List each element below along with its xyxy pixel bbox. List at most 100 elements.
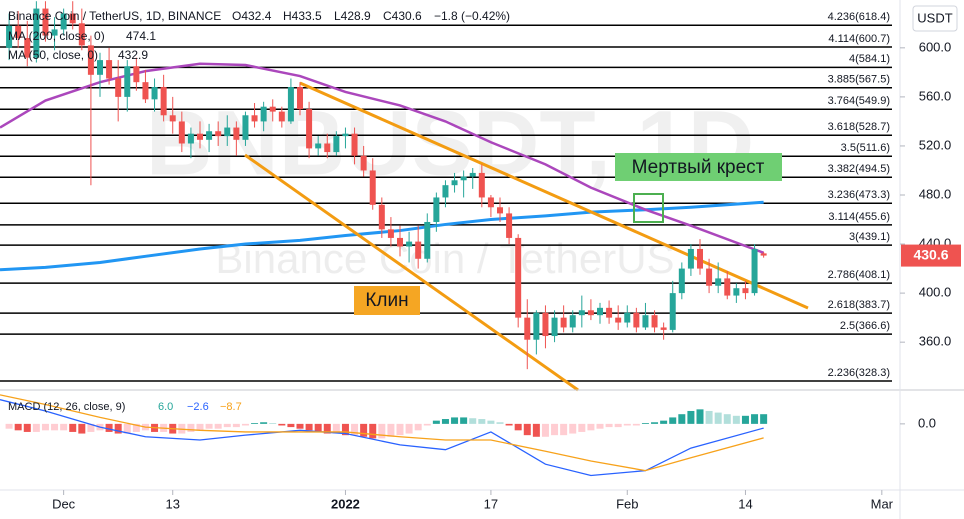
- histogram-bar: [51, 423, 59, 431]
- histogram-bar: [278, 423, 286, 426]
- x-tick-label: 17: [484, 496, 498, 511]
- candle-body: [60, 13, 67, 30]
- candle-body: [97, 60, 103, 75]
- y-tick-label: 480.0: [919, 186, 952, 201]
- candle-body: [42, 8, 49, 36]
- legend-value: 474.1: [126, 29, 156, 43]
- candle-body: [515, 237, 522, 318]
- candle-body: [369, 170, 376, 205]
- histogram-bar: [569, 423, 577, 434]
- candle-body: [615, 317, 622, 323]
- histogram-bar: [423, 423, 431, 426]
- histogram-bar: [241, 423, 249, 426]
- fib-levels: 4.236(618.4) 4.114(600.7) 4(584.1) 3.885(56…: [0, 11, 892, 382]
- histogram-bar: [114, 423, 122, 434]
- currency-box: [912, 5, 958, 32]
- histogram-bar: [187, 423, 195, 432]
- histogram-bar: [660, 420, 668, 424]
- histogram-bar: [651, 422, 659, 424]
- y-tick-label: 400.0: [919, 285, 952, 300]
- annotation: Клин: [365, 290, 408, 311]
- legend-entry: MA (200, close, 0): [8, 29, 105, 43]
- candle-body: [224, 127, 231, 137]
- candle-body: [551, 317, 558, 337]
- candle-body: [706, 268, 713, 286]
- candle-body: [651, 315, 658, 328]
- macd-legend-value: −2.6: [187, 401, 209, 413]
- histogram-bar: [305, 423, 313, 431]
- histogram-bar: [23, 423, 31, 432]
- histogram-bar: [14, 423, 22, 431]
- histogram-bar: [378, 423, 386, 439]
- legend-value: 432.9: [118, 48, 148, 62]
- fib-label: 4(584.1): [849, 53, 890, 65]
- fib-label: 3.382(494.5): [828, 163, 890, 175]
- moving-averages: [0, 62, 765, 272]
- candle-body: [269, 106, 276, 112]
- price-tag: [901, 244, 961, 267]
- candle-body: [424, 221, 431, 259]
- histogram-bar: [432, 420, 440, 424]
- histogram-bar: [214, 423, 222, 429]
- histogram-bar: [441, 419, 449, 424]
- candle-body: [287, 87, 294, 122]
- histogram-bar: [396, 423, 404, 436]
- annotation-box: [615, 153, 782, 181]
- histogram-bar: [760, 414, 768, 424]
- candle-body: [133, 66, 140, 83]
- candle-body: [606, 307, 613, 318]
- candle-body: [524, 317, 531, 340]
- histogram-bar: [196, 423, 204, 431]
- histogram-bar: [369, 423, 377, 439]
- candle-body: [333, 136, 340, 153]
- histogram-bar: [251, 423, 259, 424]
- candle-body: [351, 133, 358, 156]
- candles: [6, 1, 767, 370]
- candle-body: [451, 180, 458, 186]
- candle-body: [469, 172, 476, 177]
- fib-label: 4.236(618.4): [828, 11, 890, 23]
- candle-body: [715, 278, 722, 286]
- candle-body: [542, 312, 549, 337]
- histogram-bar: [496, 422, 504, 424]
- ohlc: −1.8 (−0.42%): [434, 9, 510, 23]
- candle-body: [669, 293, 676, 330]
- histogram-bar: [451, 417, 459, 424]
- histogram-bar: [260, 422, 268, 424]
- histogram-bar: [314, 423, 322, 432]
- candle-body: [315, 143, 322, 149]
- histogram-bar: [732, 415, 740, 424]
- watermark-name: Binance Coin / TetherUS: [215, 235, 674, 282]
- histogram-bar: [105, 423, 113, 432]
- histogram-bar: [705, 410, 713, 424]
- histogram-bar: [205, 423, 213, 429]
- candle-body: [460, 176, 467, 181]
- histogram-bar: [669, 417, 677, 424]
- candle-body: [569, 315, 576, 328]
- macd-legend-value: 6.0: [158, 401, 173, 413]
- fib-label: 3.885(567.5): [828, 74, 890, 86]
- candle-body: [660, 327, 667, 330]
- annotation-box: [354, 286, 420, 315]
- histogram-bar: [578, 423, 586, 432]
- candle-body: [760, 253, 767, 256]
- candle-body: [306, 109, 313, 149]
- candle-body: [87, 45, 94, 75]
- histogram-bar: [605, 423, 613, 428]
- macd-legend-value: −8.7: [220, 401, 242, 413]
- candle-body: [624, 312, 631, 323]
- histogram-bar: [132, 423, 140, 432]
- fib-label: 3.236(473.3): [828, 189, 890, 201]
- histogram-bar: [505, 423, 513, 426]
- candle-body: [51, 29, 58, 36]
- fib-label: 2.236(328.3): [828, 367, 890, 379]
- wedge-lower: [244, 153, 579, 392]
- candle-body: [633, 312, 640, 328]
- y-tick-label: 0.0: [918, 415, 936, 430]
- candle-body: [251, 115, 258, 122]
- ohlc: C430.6: [383, 9, 422, 23]
- histogram-bar: [541, 423, 549, 437]
- histogram-bar: [296, 423, 304, 429]
